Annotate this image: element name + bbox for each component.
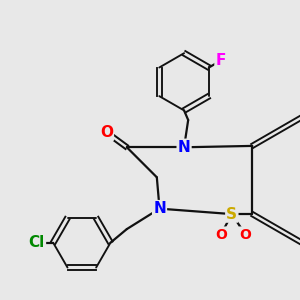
Text: O: O <box>215 227 227 242</box>
Text: F: F <box>215 53 226 68</box>
Text: O: O <box>100 125 113 140</box>
Text: Cl: Cl <box>29 235 45 250</box>
Text: N: N <box>153 201 166 216</box>
Text: N: N <box>178 140 190 155</box>
Text: S: S <box>226 207 237 222</box>
Text: O: O <box>239 227 251 242</box>
